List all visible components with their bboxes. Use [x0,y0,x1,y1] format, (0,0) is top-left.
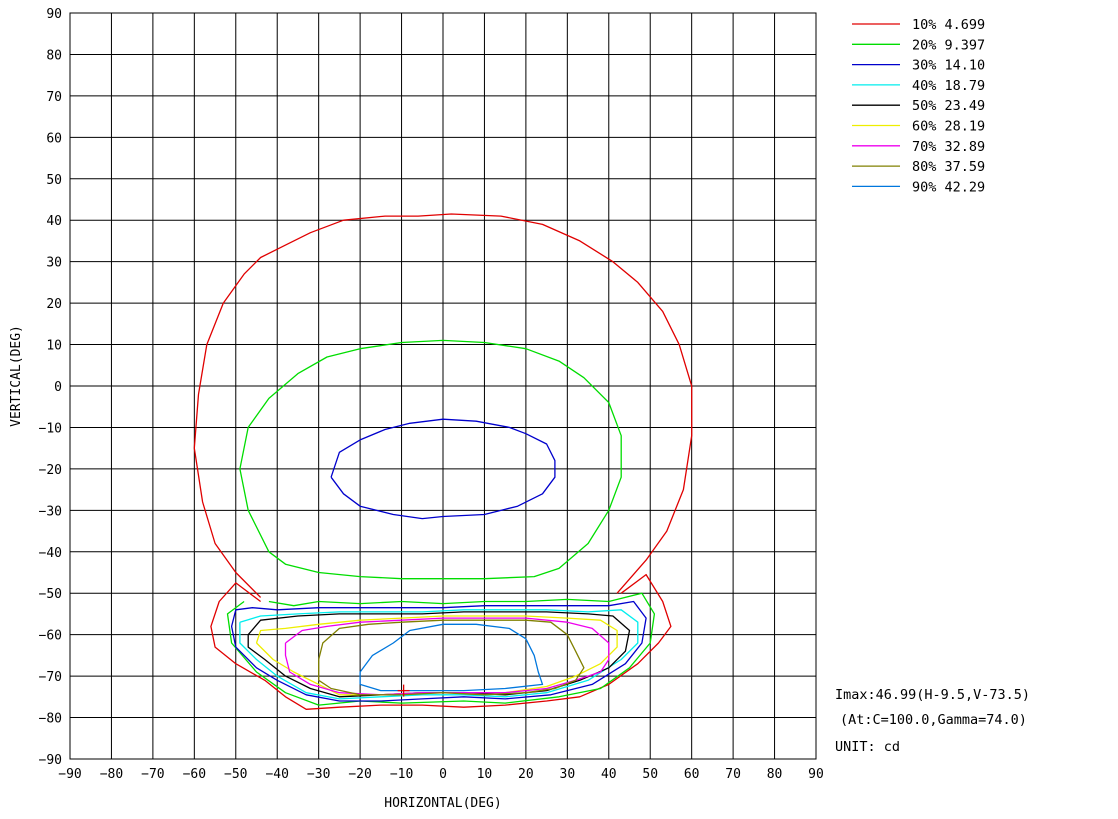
contour-line-3 [230,600,647,702]
x-tick-label: 60 [684,767,700,782]
x-tick-label: −30 [307,767,330,782]
contour-line-9 [359,623,544,692]
legend-label: 70% 32.89 [912,139,985,155]
imax-info: Imax:46.99(H-9.5,V-73.5) [835,687,1031,703]
y-tick-label: −30 [39,504,62,519]
y-tick-label: 60 [46,131,62,146]
y-tick-label: 30 [46,256,62,271]
x-tick-label: 30 [560,767,576,782]
imax-marker [397,684,410,697]
y-tick-label: −80 [39,712,62,727]
contour-line-1 [193,213,693,598]
x-tick-label: 20 [518,767,534,782]
x-tick-label: 10 [477,767,493,782]
contour-lines [193,213,693,710]
y-tick-label: 80 [46,48,62,63]
y-tick-label: −60 [39,629,62,644]
x-tick-label: 70 [725,767,741,782]
legend-label: 40% 18.79 [912,78,985,94]
x-tick-label: −50 [224,767,247,782]
y-tick-labels: 90 80 70 60 50 40 30 20 10 0 −10 −20 −30 −40 −50 −60 −70… [39,7,62,768]
y-tick-label: 70 [46,90,62,105]
legend-label: 80% 37.59 [912,159,985,175]
y-tick-label: −40 [39,546,62,561]
contour-line-7 [284,617,610,696]
y-tick-label: −70 [39,670,62,685]
legend-label: 60% 28.19 [912,119,985,135]
x-tick-label: −10 [390,767,413,782]
plot-frame [69,12,817,760]
contour-line-1 [210,573,672,710]
legend-label: 50% 23.49 [912,98,985,114]
x-tick-labels: −90 −80 −70 −60 −50 −40 −30 −20 −10 0 10 20 30 40 50 60… [58,767,824,782]
contour-line-3 [330,418,556,520]
contour-line-4 [239,609,639,700]
y-tick-label: −10 [39,421,62,436]
x-tick-label: 80 [767,767,783,782]
x-tick-label: 0 [439,767,447,782]
legend-label: 20% 9.397 [912,37,985,53]
y-tick-label: 0 [54,380,62,395]
x-tick-label: 40 [601,767,617,782]
y-tick-label: −20 [39,463,62,478]
contour-line-2 [239,339,622,580]
y-tick-label: 90 [46,7,62,22]
x-tick-label: −70 [141,767,164,782]
contour-line-6 [255,615,618,696]
x-tick-label: −20 [348,767,371,782]
grid-lines [69,12,817,760]
y-tick-label: 50 [46,173,62,188]
legend: 10% 4.699 20% 9.397 30% 14.10 40% 18.79 50% … [852,17,985,195]
unit-info: UNIT: cd [835,739,901,755]
x-axis-label: HORIZONTAL(DEG) [384,796,501,811]
y-tick-label: 10 [46,339,62,354]
contour-line-2 [226,592,656,706]
contour-line-8 [318,619,585,696]
y-tick-label: −90 [39,753,62,768]
x-tick-label: 90 [808,767,824,782]
x-tick-label: 50 [642,767,658,782]
y-tick-label: 40 [46,214,62,229]
legend-label: 30% 14.10 [912,58,985,74]
legend-label: 90% 42.29 [912,179,985,195]
x-tick-label: −40 [265,767,288,782]
legend-label: 10% 4.699 [912,17,985,33]
x-tick-label: −60 [183,767,206,782]
y-tick-label: −50 [39,587,62,602]
gamma-info: (At:C=100.0,Gamma=74.0) [840,712,1027,728]
y-axis-label: VERTICAL(DEG) [9,325,24,427]
x-tick-label: −80 [100,767,123,782]
x-tick-label: −90 [58,767,81,782]
y-tick-label: 20 [46,297,62,312]
contour-line-5 [247,611,631,698]
